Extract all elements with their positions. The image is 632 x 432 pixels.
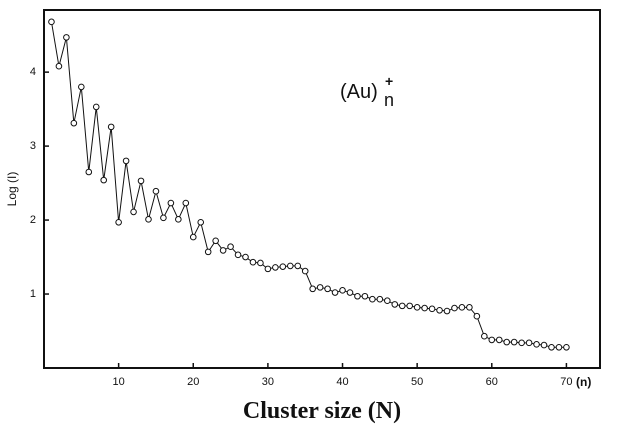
y-axis-label: Log (I) [5, 172, 19, 207]
plot-frame [43, 9, 601, 369]
data-point [249, 258, 257, 266]
annotation-text: (Au) [340, 81, 378, 103]
data-point [436, 307, 443, 314]
data-point [182, 199, 190, 207]
data-point [443, 307, 451, 315]
data-point [555, 343, 563, 351]
data-point [48, 18, 55, 26]
x-tick-label: 30 [262, 376, 274, 388]
data-point [540, 341, 548, 349]
data-point [331, 289, 339, 296]
data-point [301, 267, 309, 275]
annotation-superscript: + [385, 73, 393, 89]
data-point [391, 301, 399, 308]
data-point [473, 312, 481, 320]
x-tick-label: 20 [187, 376, 199, 388]
data-point [160, 214, 167, 222]
data-point [55, 62, 63, 70]
data-point [369, 295, 376, 303]
x-tick-label: 60 [486, 376, 498, 388]
data-point [85, 168, 93, 176]
data-point [481, 332, 488, 340]
data-point [264, 265, 272, 273]
data-point [376, 295, 384, 303]
data-point [548, 343, 555, 351]
data-point [518, 339, 525, 347]
data-point [466, 304, 473, 311]
data-point [92, 103, 100, 111]
x-tick-label: 10 [113, 376, 125, 388]
data-point [107, 123, 115, 131]
x-unit-label: (n) [576, 375, 591, 389]
data-point [294, 262, 302, 270]
data-point [354, 292, 361, 300]
data-point [204, 248, 212, 256]
data-point [361, 292, 369, 300]
data-point [286, 262, 294, 270]
data-point [272, 264, 279, 271]
data-line [50, 21, 567, 348]
data-point [145, 216, 152, 223]
annotation-subscript: n [384, 90, 394, 110]
y-tick-label: 1 [30, 288, 36, 300]
data-point [406, 302, 413, 310]
x-axis-label: Cluster size (N) [243, 398, 401, 424]
data-point [451, 304, 458, 312]
data-point [152, 187, 160, 195]
data-point [137, 177, 145, 185]
y-tick-label: 3 [30, 140, 36, 152]
data-point [227, 243, 234, 250]
data-point [115, 218, 122, 226]
data-point [279, 263, 287, 270]
annotation: (Au) n + [340, 73, 394, 110]
data-point [234, 251, 242, 259]
data-point [488, 336, 496, 344]
data-point [70, 119, 78, 127]
data-point [458, 304, 466, 311]
data-point [428, 305, 436, 313]
x-tick-label: 40 [336, 376, 348, 388]
data-point [525, 339, 533, 347]
data-point [219, 247, 227, 254]
data-point [384, 297, 391, 304]
data-point [495, 336, 503, 344]
data-point [167, 199, 175, 207]
data-point [510, 338, 518, 346]
x-tick-label: 70 [560, 376, 572, 388]
data-point [533, 341, 540, 348]
data-point [339, 287, 346, 294]
data-point [421, 304, 428, 312]
y-tick-label: 2 [30, 214, 36, 226]
data-point [130, 208, 137, 216]
data-point [122, 157, 130, 165]
data-point [563, 343, 570, 351]
y-tick-label: 4 [30, 66, 36, 78]
data-point [175, 216, 182, 223]
data-point [346, 289, 354, 296]
data-point [63, 34, 70, 41]
x-tick-label: 50 [411, 376, 423, 388]
data-point [316, 284, 324, 291]
data-point [309, 285, 316, 293]
data-point [197, 218, 205, 226]
data-point [413, 304, 421, 311]
data-point [212, 237, 219, 245]
data-point [189, 233, 197, 241]
data-point [100, 176, 108, 184]
data-point [503, 338, 511, 346]
data-point [257, 259, 264, 267]
data-point [242, 253, 249, 261]
data-point [398, 302, 406, 310]
data-point [78, 83, 85, 91]
data-point [324, 285, 331, 293]
